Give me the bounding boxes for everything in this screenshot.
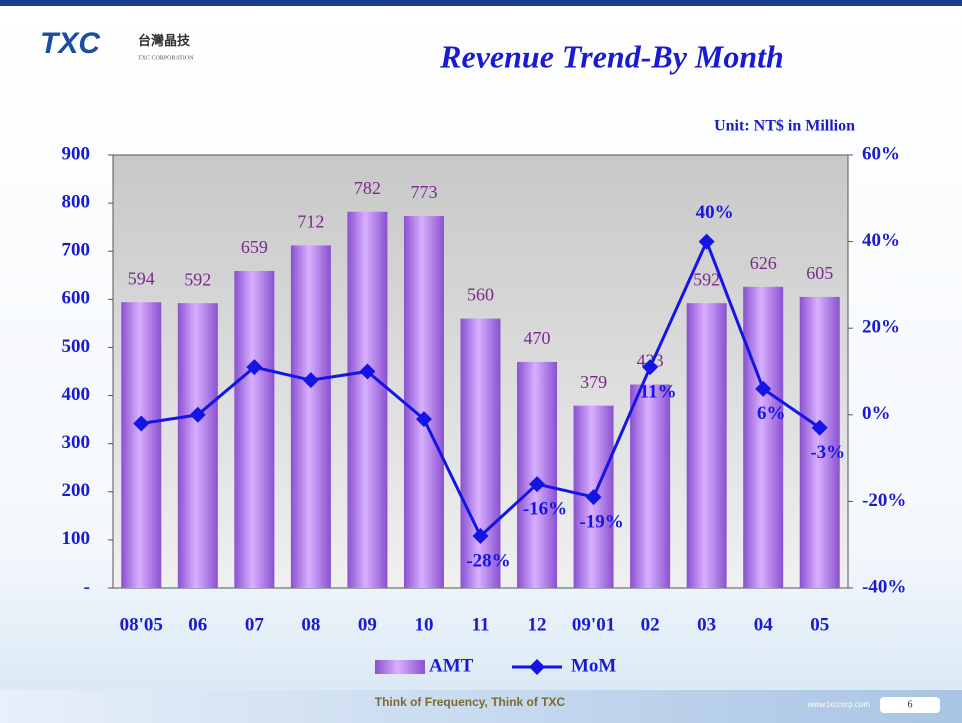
legend-label: AMT xyxy=(429,655,474,676)
bar-value-label: 592 xyxy=(693,269,720,289)
y-tick-label: 700 xyxy=(62,240,91,261)
bar xyxy=(687,303,727,588)
x-tick-label: 09'01 xyxy=(572,614,615,635)
y-tick-label: - xyxy=(84,576,90,597)
y-tick-label: 900 xyxy=(62,143,91,164)
x-tick-label: 05 xyxy=(810,614,829,635)
bar-value-label: 592 xyxy=(184,269,211,289)
y-tick-label: 200 xyxy=(62,480,91,501)
line-value-label: 40% xyxy=(696,202,734,223)
bar xyxy=(517,362,557,588)
footer-text: Think of Frequency, Think of TXC xyxy=(375,695,566,709)
line-value-label: -16% xyxy=(523,498,567,519)
y-tick-label: 300 xyxy=(62,432,91,453)
bar-value-label: 626 xyxy=(750,253,777,273)
legend-swatch xyxy=(375,660,425,674)
bar xyxy=(121,302,161,588)
y2-tick-label: 40% xyxy=(862,230,900,251)
y-tick-label: 800 xyxy=(62,191,91,212)
y2-tick-label: -40% xyxy=(862,576,906,597)
x-tick-label: 11 xyxy=(472,614,490,635)
y-tick-label: 500 xyxy=(62,336,91,357)
bar xyxy=(291,245,331,588)
y2-tick-label: -20% xyxy=(862,490,906,511)
bar xyxy=(404,216,444,588)
line-value-label: -3% xyxy=(810,442,845,463)
y2-tick-label: 60% xyxy=(862,143,900,164)
bar xyxy=(178,303,218,588)
line-value-label: 11% xyxy=(640,382,677,403)
bar xyxy=(234,271,274,588)
bar-value-label: 782 xyxy=(354,178,381,198)
unit-label: Unit: NT$ in Million xyxy=(714,118,855,135)
bar-value-label: 659 xyxy=(241,237,268,257)
bar-value-label: 712 xyxy=(297,212,324,232)
x-tick-label: 08 xyxy=(301,614,320,635)
x-tick-label: 09 xyxy=(358,614,377,635)
x-tick-label: 07 xyxy=(245,614,265,635)
logo-cn: 台灣晶技 xyxy=(138,33,191,48)
x-tick-label: 10 xyxy=(414,614,433,635)
bar-value-label: 605 xyxy=(806,263,833,283)
logo: TXC xyxy=(40,27,101,60)
y2-tick-label: 0% xyxy=(862,403,891,424)
line-value-label: 6% xyxy=(757,403,786,424)
top-bar xyxy=(0,0,962,6)
x-tick-label: 04 xyxy=(754,614,774,635)
footer-url: www.txccorp.com xyxy=(807,700,871,709)
x-tick-label: 08'05 xyxy=(120,614,163,635)
bar-value-label: 773 xyxy=(410,182,437,202)
chart-title: Revenue Trend-By Month xyxy=(439,38,784,74)
bar xyxy=(630,384,670,588)
page-number: 6 xyxy=(908,699,913,710)
bar-value-label: 594 xyxy=(128,268,155,288)
y-tick-label: 100 xyxy=(62,528,91,549)
x-tick-label: 06 xyxy=(188,614,207,635)
x-tick-label: 02 xyxy=(641,614,660,635)
x-tick-label: 03 xyxy=(697,614,716,635)
bar-value-label: 470 xyxy=(524,328,551,348)
x-tick-label: 12 xyxy=(528,614,547,635)
y2-tick-label: 20% xyxy=(862,317,900,338)
bar-value-label: 560 xyxy=(467,285,494,305)
line-value-label: -28% xyxy=(466,550,510,571)
slide: TXC 台灣晶技 TXC CORPORATION Revenue Trend-B… xyxy=(0,0,962,723)
line-value-label: -19% xyxy=(579,511,623,532)
bar xyxy=(743,287,783,588)
y-tick-label: 400 xyxy=(62,384,91,405)
y-tick-label: 600 xyxy=(62,288,91,309)
logo-sub: TXC CORPORATION xyxy=(138,55,194,61)
bar xyxy=(347,212,387,588)
bar xyxy=(461,319,501,588)
legend-label: MoM xyxy=(571,655,616,676)
bar-value-label: 379 xyxy=(580,372,607,392)
